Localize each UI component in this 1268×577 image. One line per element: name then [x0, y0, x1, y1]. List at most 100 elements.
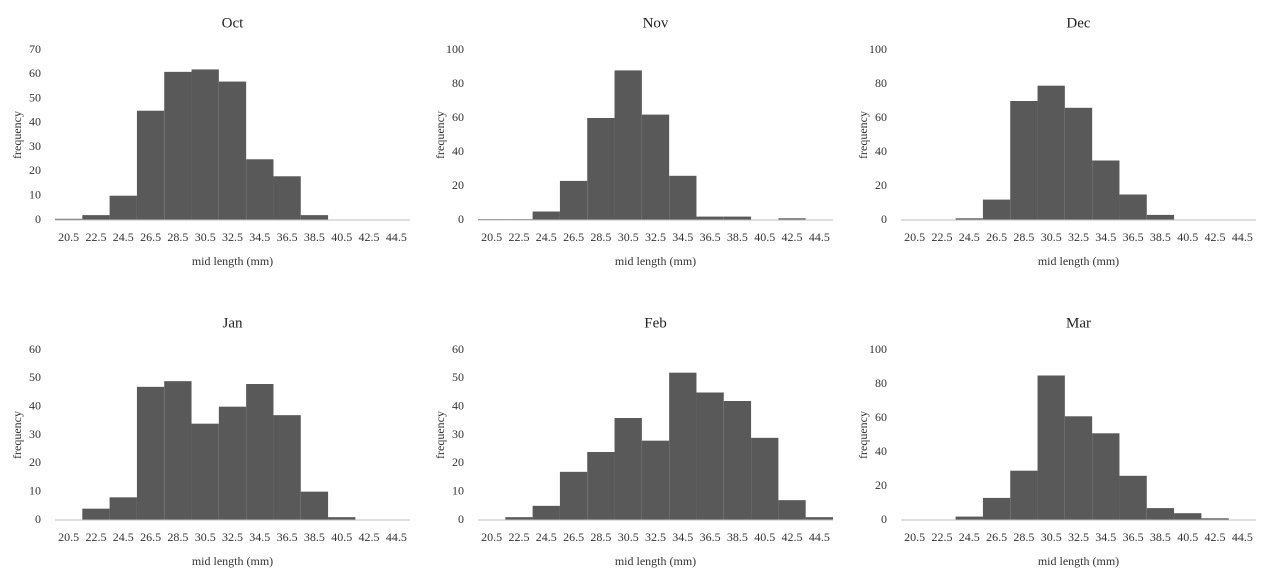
x-tick-label: 40.5 [331, 530, 352, 544]
y-tick-label: 20 [29, 455, 41, 469]
x-tick-label: 42.5 [782, 530, 803, 544]
x-tick-label: 42.5 [1205, 530, 1226, 544]
x-tick-label: 34.5 [249, 230, 270, 244]
x-tick-label: 42.5 [782, 230, 803, 244]
y-tick-label: 40 [875, 144, 887, 158]
x-tick-label: 20.5 [481, 530, 502, 544]
bar [218, 81, 247, 220]
y-tick-label: 40 [452, 398, 464, 412]
x-tick-label: 44.5 [386, 530, 407, 544]
chart-title: Dec [1066, 15, 1090, 31]
bar [805, 517, 833, 520]
y-tick-label: 20 [29, 163, 41, 177]
y-tick-label: 60 [29, 342, 41, 356]
x-tick-label: 32.5 [222, 230, 243, 244]
y-tick-label: 0 [35, 212, 41, 226]
y-tick-label: 60 [452, 342, 464, 356]
bar [164, 71, 192, 220]
x-tick-label: 24.5 [536, 230, 557, 244]
x-tick-label: 32.5 [222, 530, 243, 544]
bar [191, 69, 219, 220]
x-tick-label: 20.5 [58, 230, 79, 244]
bar [1119, 194, 1147, 220]
bar [614, 418, 642, 520]
bar [1037, 85, 1065, 220]
x-tick-label: 22.5 [508, 230, 529, 244]
y-tick-label: 60 [452, 110, 464, 124]
y-tick-label: 20 [452, 178, 464, 192]
bar [1064, 416, 1093, 520]
y-tick-label: 30 [29, 427, 41, 441]
x-tick-label: 40.5 [1177, 530, 1198, 544]
y-axis-title: frequency [10, 411, 24, 459]
bar [1146, 508, 1175, 520]
bar [587, 452, 615, 520]
bar [1092, 433, 1120, 520]
x-tick-label: 36.5 [1123, 530, 1144, 544]
x-tick-label: 34.5 [249, 530, 270, 544]
bar [246, 384, 274, 520]
y-tick-label: 10 [29, 187, 41, 201]
y-tick-label: 100 [869, 342, 887, 356]
bar [1092, 160, 1120, 220]
bar [82, 215, 110, 220]
y-tick-label: 0 [458, 212, 464, 226]
bar [82, 508, 110, 520]
x-tick-label: 28.5 [1013, 530, 1034, 544]
bar [136, 386, 165, 520]
y-tick-label: 40 [29, 398, 41, 412]
bar [300, 215, 329, 220]
x-tick-label: 34.5 [672, 230, 693, 244]
bar [300, 491, 329, 520]
bar [273, 176, 301, 220]
x-tick-label: 32.5 [1068, 230, 1089, 244]
x-tick-label: 38.5 [1150, 530, 1171, 544]
bar [1201, 518, 1229, 520]
x-axis-title: mid length (mm) [615, 254, 696, 268]
x-tick-label: 26.5 [563, 530, 584, 544]
x-tick-label: 42.5 [359, 230, 380, 244]
x-tick-label: 26.5 [563, 230, 584, 244]
y-tick-label: 50 [452, 370, 464, 384]
bar [136, 110, 165, 220]
x-axis-title: mid length (mm) [615, 554, 696, 568]
bar [532, 211, 560, 220]
bar [191, 423, 219, 520]
x-tick-label: 28.5 [167, 230, 188, 244]
x-tick-label: 20.5 [904, 230, 925, 244]
x-tick-label: 22.5 [931, 530, 952, 544]
chart-title: Oct [222, 15, 244, 31]
bar [1010, 470, 1038, 520]
y-tick-label: 10 [29, 483, 41, 497]
bar [778, 500, 806, 520]
y-tick-label: 40 [875, 444, 887, 458]
x-tick-label: 36.5 [700, 230, 721, 244]
x-axis-title: mid length (mm) [1038, 254, 1119, 268]
y-tick-label: 60 [875, 110, 887, 124]
x-tick-label: 20.5 [58, 530, 79, 544]
x-tick-label: 34.5 [672, 530, 693, 544]
bar [669, 175, 697, 220]
bar [328, 517, 356, 520]
y-tick-label: 0 [35, 512, 41, 526]
y-tick-label: 100 [869, 42, 887, 56]
y-axis-title: frequency [433, 111, 447, 159]
x-tick-label: 28.5 [1013, 230, 1034, 244]
x-tick-label: 32.5 [645, 230, 666, 244]
y-axis-title: frequency [10, 111, 24, 159]
x-tick-label: 22.5 [931, 230, 952, 244]
bar [164, 381, 192, 520]
bar [696, 392, 724, 520]
y-tick-label: 30 [29, 139, 41, 153]
x-tick-label: 36.5 [277, 230, 298, 244]
x-tick-label: 30.5 [1041, 230, 1062, 244]
x-tick-label: 22.5 [508, 530, 529, 544]
x-tick-label: 28.5 [590, 230, 611, 244]
x-tick-label: 38.5 [304, 230, 325, 244]
bar [778, 218, 806, 220]
y-tick-label: 20 [452, 455, 464, 469]
bar [982, 199, 1011, 220]
y-tick-label: 10 [452, 483, 464, 497]
bar [532, 505, 560, 520]
y-tick-label: 60 [29, 66, 41, 80]
